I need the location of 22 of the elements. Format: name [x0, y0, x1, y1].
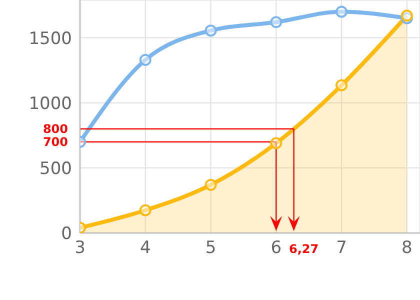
- ref-line-label: 6,27: [289, 242, 319, 256]
- point: [270, 16, 282, 28]
- ref-line-label: 800: [42, 122, 68, 136]
- x-tick-label: 7: [336, 238, 347, 258]
- point: [400, 10, 413, 22]
- y-tick-label: 1500: [28, 28, 72, 49]
- point: [139, 54, 152, 66]
- x-tick-label: 4: [140, 238, 151, 258]
- y-tick-label: 500: [40, 158, 72, 179]
- point: [139, 204, 152, 216]
- x-tick-label: 6: [270, 238, 282, 258]
- x-tick-label: 8: [402, 238, 412, 258]
- point: [204, 24, 217, 37]
- point: [336, 79, 348, 92]
- y-tick-label: 0: [61, 224, 72, 244]
- x-tick-label: 3: [74, 238, 86, 258]
- point: [204, 178, 217, 191]
- point: [270, 137, 282, 150]
- x-tick-label: 5: [205, 238, 216, 258]
- y-tick-label: 1000: [28, 94, 72, 114]
- ref-line-label: 700: [42, 134, 68, 149]
- point: [336, 6, 348, 18]
